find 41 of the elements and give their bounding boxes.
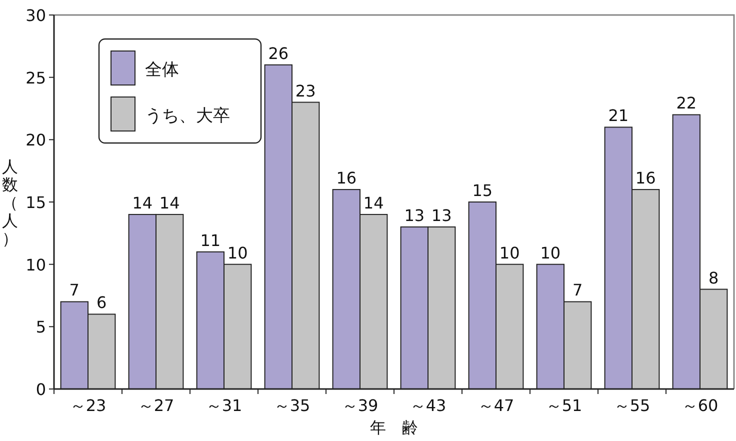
x-tick-label: ～31 bbox=[206, 396, 242, 415]
y-tick-label: 10 bbox=[26, 255, 46, 274]
x-tick-label: ～35 bbox=[274, 396, 310, 415]
data-label: 11 bbox=[200, 230, 221, 250]
y-tick-label: 15 bbox=[26, 193, 46, 212]
data-label: 10 bbox=[540, 243, 561, 262]
legend-label: うち、大卒 bbox=[145, 106, 230, 126]
data-label: 13 bbox=[431, 206, 452, 225]
x-tick-label: ～43 bbox=[410, 396, 446, 415]
x-tick-label: ～39 bbox=[342, 396, 378, 415]
data-label: 14 bbox=[363, 193, 384, 212]
x-tick-label: ～23 bbox=[70, 396, 106, 415]
y-tick-label: 20 bbox=[26, 130, 46, 150]
data-label: 16 bbox=[336, 168, 357, 188]
data-label: 23 bbox=[295, 81, 316, 100]
x-tick-label: ～27 bbox=[138, 396, 174, 415]
data-label: 14 bbox=[159, 193, 180, 212]
data-label: 8 bbox=[708, 268, 719, 288]
data-label: 13 bbox=[404, 206, 425, 225]
y-axis-title: 人数（人） bbox=[2, 157, 18, 248]
y-tick-label: 5 bbox=[36, 318, 46, 337]
data-label: 21 bbox=[608, 106, 629, 126]
data-label: 22 bbox=[676, 94, 697, 113]
data-label: 10 bbox=[227, 243, 248, 262]
x-tick-label: ～47 bbox=[478, 396, 514, 415]
y-tick-label: 25 bbox=[26, 68, 46, 88]
data-label: 15 bbox=[472, 181, 493, 200]
data-label: 7 bbox=[572, 280, 583, 300]
data-label: 14 bbox=[132, 193, 153, 212]
data-label: 16 bbox=[635, 168, 656, 188]
y-tick-label: 30 bbox=[26, 6, 46, 25]
data-label: 6 bbox=[96, 293, 107, 312]
data-label: 10 bbox=[499, 243, 520, 262]
legend-label: 全体 bbox=[145, 60, 179, 80]
x-axis-title: 年 齢 bbox=[370, 418, 418, 437]
x-tick-label: ～51 bbox=[546, 396, 582, 415]
data-label: 26 bbox=[268, 44, 289, 63]
x-tick-label: ～55 bbox=[614, 396, 650, 415]
data-label: 7 bbox=[69, 280, 80, 300]
y-tick-label: 0 bbox=[36, 380, 46, 399]
x-tick-label: ～60 bbox=[682, 396, 718, 415]
